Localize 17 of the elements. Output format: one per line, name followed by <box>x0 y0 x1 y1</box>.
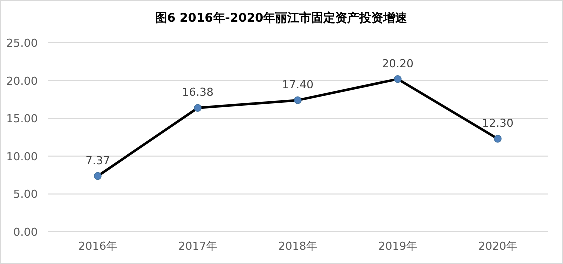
y-tick-label: 20.00 <box>6 74 38 88</box>
x-tick-label: 2016年 <box>78 240 118 253</box>
x-tick-label: 2019年 <box>378 240 418 253</box>
data-label: 20.20 <box>382 57 414 70</box>
x-tick-label: 2017年 <box>178 240 218 253</box>
x-tick-label: 2020年 <box>478 240 518 253</box>
data-label: 7.37 <box>86 154 110 168</box>
chart-title: 图6 2016年-2020年丽江市固定资产投资增速 <box>155 11 409 25</box>
y-tick-label: 5.00 <box>14 188 38 202</box>
y-tick-label: 15.00 <box>6 112 38 126</box>
y-tick-label: 25.00 <box>6 37 38 50</box>
y-tick-label: 0.00 <box>14 226 38 239</box>
y-tick-label: 10.00 <box>6 150 38 164</box>
data-label: 17.40 <box>282 78 314 92</box>
data-label: 16.38 <box>182 86 214 100</box>
x-tick-label: 2018年 <box>278 240 318 253</box>
data-label: 12.30 <box>482 117 514 130</box>
